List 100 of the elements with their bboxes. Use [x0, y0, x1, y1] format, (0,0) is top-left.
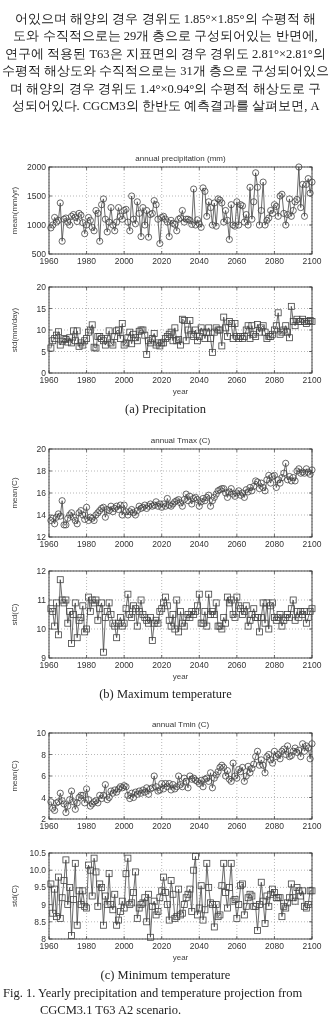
- y-axis-title: mean(C): [10, 760, 19, 792]
- y-tick-label: 500: [31, 249, 47, 259]
- text: 어있으며 해양의 경우 경위도 1.85°×1.85°의 수평적 해: [15, 12, 316, 26]
- y-tick-label: 15: [36, 303, 47, 314]
- x-tick-label: 2100: [302, 539, 322, 549]
- y-axis-title: std(mm/day): [10, 307, 19, 353]
- x-tick-label: 2100: [302, 941, 322, 951]
- chart-title: annual Tmin (C): [151, 720, 210, 729]
- x-tick-label: 2080: [264, 256, 285, 266]
- y-tick-label: 0: [41, 368, 47, 378]
- y-tick-label: 4: [41, 792, 47, 803]
- y-tick-label: 9: [41, 653, 47, 663]
- x-tick-label: 2040: [189, 941, 210, 951]
- x-tick-label: 2020: [152, 941, 172, 951]
- y-tick-label: 10.0: [29, 865, 47, 876]
- text: 수평적 해상도와 수직적으로는 31개 층으로 구성되어있으: [2, 64, 330, 79]
- y-tick-label: 8: [41, 934, 47, 944]
- x-tick-label: 2000: [114, 941, 134, 951]
- text: (c) Minimum temperature: [100, 968, 231, 982]
- text: (b) Maximum temperature: [99, 687, 233, 701]
- text: (a) Precipitation: [125, 402, 207, 416]
- y-tick-label: 16: [36, 488, 47, 498]
- x-tick-label: 2060: [227, 375, 247, 385]
- x-tick-label: 2020: [152, 375, 172, 385]
- x-tick-label: 2060: [227, 539, 247, 549]
- x-tick-label: 2000: [114, 821, 134, 831]
- text: CGCM3.1 T63 A2 scenario.: [40, 1003, 182, 1017]
- x-tick-label: 2000: [114, 256, 134, 266]
- y-tick-label: 6: [41, 771, 47, 781]
- x-tick-label: 2060: [227, 660, 247, 670]
- x-tick-label: 2040: [189, 660, 210, 670]
- x-tick-label: 1960: [39, 941, 59, 951]
- x-tick-label: 1960: [39, 375, 59, 385]
- x-tick-label: 2080: [264, 941, 285, 951]
- x-tick-label: 2020: [152, 821, 172, 831]
- x-tick-label: 2000: [114, 539, 134, 549]
- y-axis-title: std(C): [10, 603, 19, 626]
- y-tick-label: 11: [37, 595, 47, 605]
- y-tick-label: 2: [41, 814, 47, 824]
- text: 며 해양의 경우 경위도 1.4°×0.94°의 수평적 해상도로 구: [10, 81, 321, 96]
- y-axis-title: mean(mm/yr): [10, 186, 19, 235]
- y-tick-label: 10.5: [29, 848, 47, 858]
- x-tick-label: 2000: [114, 375, 134, 385]
- x-tick-label: 2040: [189, 539, 210, 549]
- y-tick-label: 10: [36, 624, 47, 634]
- x-tick-label: 1960: [39, 821, 59, 831]
- y-tick-label: 1500: [27, 191, 47, 201]
- chart-title: annual Tmax (C): [150, 436, 211, 445]
- x-tick-label: 2100: [302, 375, 322, 385]
- x-axis-title: year: [172, 387, 189, 396]
- chart-title: annual precipitation (mm): [135, 154, 226, 163]
- caption: Fig. 1. Yearly precipitation and temperature projection from: [3, 985, 303, 1000]
- x-tick-label: 2080: [264, 660, 285, 670]
- x-tick-label: 2040: [189, 821, 210, 831]
- y-tick-label: 20: [36, 282, 47, 292]
- x-tick-label: 2040: [189, 375, 210, 385]
- y-tick-label: 9.5: [34, 882, 47, 893]
- y-tick-label: 8: [41, 749, 47, 760]
- text: 연구에 적용된 T63은 지표면의 경우 경위도 2.81°×2.81°의: [5, 46, 326, 61]
- x-tick-label: 1960: [39, 539, 59, 549]
- x-tick-label: 2060: [227, 941, 247, 951]
- y-tick-label: 1000: [27, 220, 47, 230]
- y-axis-title: mean(C): [10, 477, 19, 509]
- x-tick-label: 1980: [77, 941, 97, 951]
- y-tick-label: 20: [36, 444, 47, 454]
- y-tick-label: 10: [36, 728, 47, 738]
- y-tick-label: 8.5: [34, 916, 47, 927]
- y-tick-label: 14: [36, 510, 47, 520]
- x-tick-label: 1960: [39, 256, 59, 266]
- x-axis-title: year: [172, 672, 189, 681]
- y-tick-label: 12: [36, 566, 47, 576]
- x-tick-label: 2080: [264, 821, 285, 831]
- x-tick-label: 2020: [152, 660, 172, 670]
- y-tick-label: 5: [41, 346, 47, 357]
- x-tick-label: 2080: [264, 539, 285, 549]
- y-tick-label: 12: [36, 532, 47, 542]
- x-tick-label: 2040: [189, 256, 210, 266]
- y-tick-label: 10: [36, 325, 47, 335]
- text: 성되어있다. CGCM3의 한반도 예측결과를 살펴보면, A: [11, 99, 320, 113]
- x-tick-label: 2060: [227, 256, 247, 266]
- y-axis-title: std(C): [10, 884, 19, 907]
- x-tick-label: 2100: [302, 821, 322, 831]
- x-tick-label: 2080: [264, 375, 285, 385]
- y-tick-label: 2000: [27, 162, 47, 172]
- x-tick-label: 1980: [77, 539, 97, 549]
- x-axis-title: year: [172, 953, 189, 962]
- text: 도와 수직적으로는 29개 층으로 구성되어있는 반면에,: [13, 29, 318, 44]
- x-tick-label: 2000: [114, 660, 134, 670]
- x-tick-label: 2100: [302, 660, 322, 670]
- y-tick-label: 18: [36, 466, 47, 476]
- y-tick-label: 9: [41, 899, 47, 910]
- x-tick-label: 1980: [77, 375, 97, 385]
- x-tick-label: 1980: [77, 821, 97, 831]
- x-tick-label: 1980: [77, 256, 97, 266]
- x-tick-label: 2020: [152, 256, 172, 266]
- x-tick-label: 1980: [77, 660, 97, 670]
- x-tick-label: 2100: [302, 256, 322, 266]
- x-tick-label: 2020: [152, 539, 172, 549]
- x-tick-label: 2060: [227, 821, 247, 831]
- x-tick-label: 1960: [39, 660, 59, 670]
